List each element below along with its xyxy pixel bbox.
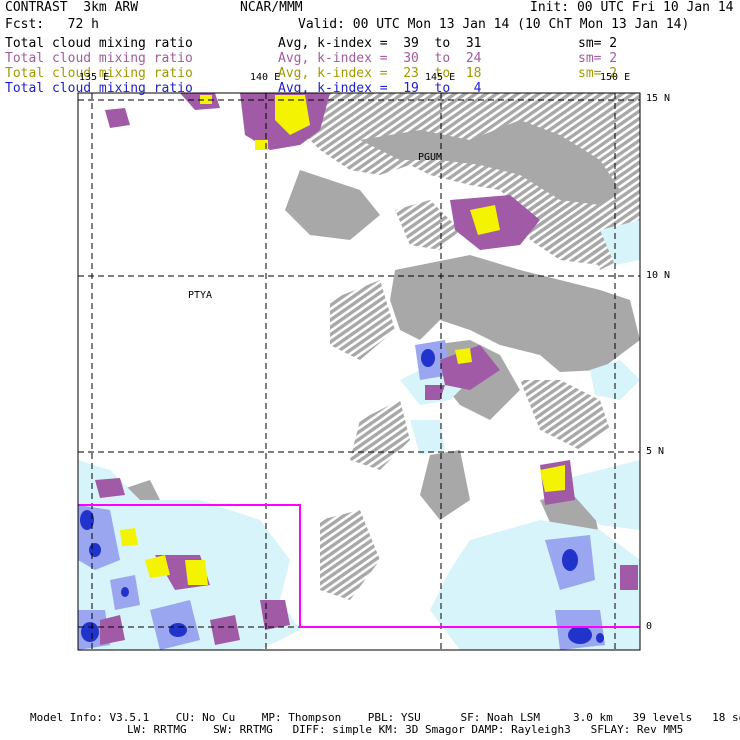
model-info-line-1: Model Info: V3.5.1 CU: No Cu MP: Thompso… [30,711,740,724]
legend-row-3-avg: Avg, k-index = 23 to 18 [278,66,482,81]
map-border [77,92,641,651]
center-label: NCAR/MMM [240,0,303,15]
legend-row-4-avg: Avg, k-index = 19 to 4 [278,81,482,96]
model-info-line-2: LW: RRTMG SW: RRTMG DIFF: simple KM: 3D … [127,723,684,736]
lat-lon-grid [78,93,640,650]
lat-label-0: 0 [646,621,653,632]
lon-label-135e: 135 E [79,72,110,83]
legend-row-2-field: Total cloud mixing ratio [5,51,193,66]
forecast-hour: Fcst: 72 h [5,17,99,32]
lon-label-150e: 150 E [600,72,631,83]
legend-row-2-avg: Avg, k-index = 30 to 24 [278,51,482,66]
lat-label-5n: 5 N [646,446,665,457]
init-time: Init: 00 UTC Fri 10 Jan 14 [530,0,734,15]
legend-row-3-field: Total cloud mixing ratio [5,66,193,81]
lon-label-140e: 140 E [250,72,281,83]
station-ptya: PTYA [188,290,213,301]
legend-row-4-field: Total cloud mixing ratio [5,81,193,96]
lat-label-15n: 15 N [646,93,671,104]
legend-row-1-avg: Avg, k-index = 39 to 31 [278,36,482,51]
legend-row-1-sm: sm= 2 [578,36,618,51]
lat-label-10n: 10 N [646,270,671,281]
yellow-regions [120,95,565,585]
legend-row-2-sm: sm= 2 [578,51,618,66]
legend-row-1-field: Total cloud mixing ratio [5,36,193,51]
dark-blue-cores [80,349,604,644]
valid-time: Valid: 00 UTC Mon 13 Jan 14 (10 ChT Mon … [298,17,690,32]
inner-domain-outline [78,504,640,628]
legend-row-3-sm: sm= 2 [578,66,618,81]
station-pgum: PGUM [418,152,443,163]
model-title: CONTRAST 3km ARW [5,0,139,15]
lon-label-145e: 145 E [425,72,456,83]
